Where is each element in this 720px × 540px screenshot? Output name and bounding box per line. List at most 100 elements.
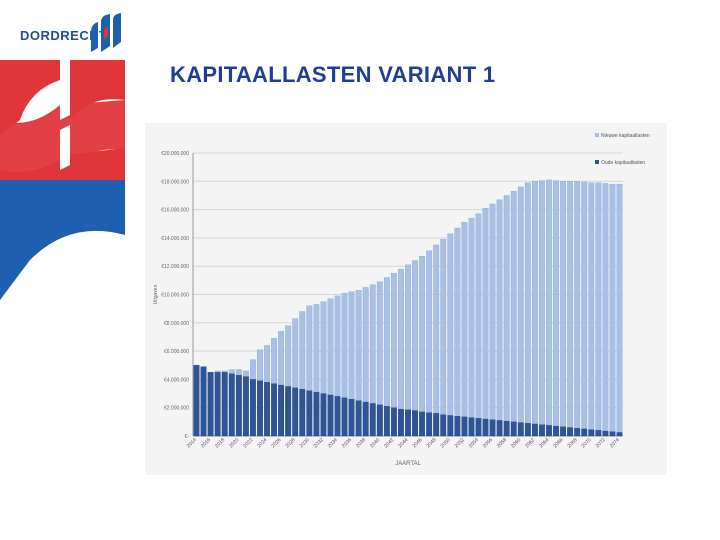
y-tick-label: €10.000.000 bbox=[161, 293, 189, 299]
bar bbox=[461, 222, 468, 437]
bar bbox=[271, 383, 277, 437]
x-tick-label: 2060 bbox=[510, 437, 522, 449]
x-tick-label: 2030 bbox=[299, 437, 311, 449]
bar bbox=[454, 416, 461, 437]
x-tick-label: 2034 bbox=[327, 437, 339, 449]
bar bbox=[214, 372, 221, 437]
bar bbox=[482, 418, 489, 437]
bar bbox=[461, 416, 468, 437]
bar-chart: €- €2.000.000 €4.000.000 €6.000.000 €8.000.0… bbox=[153, 133, 650, 467]
logo-text: DORDRECHT bbox=[20, 28, 108, 43]
legend-entry: Nieuwe kapitaallasten bbox=[601, 133, 650, 139]
bar bbox=[489, 203, 496, 437]
bar bbox=[334, 396, 341, 437]
bar bbox=[503, 195, 510, 437]
x-axis-label: JAARTAL bbox=[395, 461, 421, 467]
x-tick-label: 2042 bbox=[383, 437, 395, 449]
bar bbox=[320, 393, 327, 437]
bar bbox=[524, 423, 531, 437]
bar bbox=[517, 186, 524, 437]
y-tick-label: €20.000.000 bbox=[161, 151, 189, 157]
bar bbox=[440, 414, 447, 437]
page-title: KAPITAALLASTEN VARIANT 1 bbox=[170, 62, 496, 87]
bar bbox=[391, 407, 397, 437]
bar bbox=[588, 182, 595, 437]
x-tick-label: 2036 bbox=[341, 437, 353, 449]
bar bbox=[313, 391, 320, 437]
x-tick-label: 2018 bbox=[214, 437, 226, 449]
x-tick-label: 2016 bbox=[200, 437, 212, 449]
x-tick-label: 2056 bbox=[482, 437, 494, 449]
bar bbox=[567, 427, 574, 437]
bar bbox=[510, 191, 517, 437]
bar bbox=[574, 428, 581, 437]
bar bbox=[412, 260, 418, 437]
bar bbox=[581, 428, 588, 437]
x-tick-label: 2022 bbox=[242, 437, 254, 449]
bar bbox=[299, 389, 306, 437]
bar bbox=[200, 366, 207, 437]
bar bbox=[433, 244, 440, 437]
bar bbox=[475, 418, 482, 437]
bar bbox=[468, 417, 475, 437]
x-tick-label: 2044 bbox=[397, 437, 409, 449]
bar bbox=[412, 410, 418, 437]
bar bbox=[510, 421, 517, 437]
bar bbox=[221, 372, 228, 437]
bar bbox=[193, 365, 200, 437]
bar bbox=[609, 431, 616, 437]
bar bbox=[553, 180, 559, 437]
x-tick-label: 2054 bbox=[468, 437, 480, 449]
bar bbox=[546, 179, 552, 437]
bar bbox=[475, 213, 482, 437]
bar bbox=[496, 420, 503, 437]
bar bbox=[341, 397, 348, 437]
bar bbox=[257, 380, 263, 437]
x-tick-label: 2024 bbox=[256, 437, 268, 449]
x-tick-label: 2070 bbox=[581, 437, 593, 449]
bar bbox=[560, 181, 566, 437]
bar bbox=[235, 375, 242, 437]
bar bbox=[264, 382, 270, 437]
bar bbox=[539, 180, 545, 437]
bar bbox=[588, 429, 595, 437]
bar bbox=[362, 401, 369, 437]
bar bbox=[567, 181, 574, 437]
bar bbox=[616, 432, 623, 437]
bar bbox=[602, 183, 609, 437]
x-tick-label: 2062 bbox=[524, 437, 536, 449]
bar bbox=[602, 430, 609, 437]
bar bbox=[560, 426, 566, 437]
bar bbox=[327, 394, 334, 437]
x-tick-label: 2074 bbox=[609, 437, 621, 449]
bar bbox=[440, 239, 447, 437]
bar bbox=[426, 250, 433, 437]
x-tick-label: 2046 bbox=[411, 437, 423, 449]
bar bbox=[531, 181, 538, 437]
bar bbox=[419, 411, 425, 437]
x-tick-label: 2028 bbox=[285, 437, 297, 449]
bar bbox=[419, 256, 425, 437]
bar bbox=[609, 183, 616, 437]
legend-swatch bbox=[595, 160, 599, 164]
bar bbox=[376, 404, 383, 437]
bar bbox=[285, 386, 292, 437]
bar bbox=[355, 400, 362, 437]
bar bbox=[426, 412, 433, 437]
y-tick-label: €2.000.000 bbox=[164, 406, 189, 412]
y-tick-label: €6.000.000 bbox=[164, 349, 189, 355]
bar bbox=[595, 182, 602, 437]
bar bbox=[616, 183, 623, 437]
x-tick-label: 2068 bbox=[566, 437, 578, 449]
bar bbox=[292, 387, 299, 437]
x-tick-label: 2058 bbox=[496, 437, 508, 449]
legend-swatch bbox=[595, 133, 599, 137]
y-tick-label: €4.000.000 bbox=[164, 377, 189, 383]
x-tick-label: 2020 bbox=[228, 437, 240, 449]
y-tick-label: €8.000.000 bbox=[164, 321, 189, 327]
bar bbox=[383, 406, 390, 437]
bar bbox=[496, 199, 503, 437]
x-tick-label: 2040 bbox=[369, 437, 381, 449]
y-tick-label: €14.000.000 bbox=[161, 236, 189, 242]
side-decoration bbox=[0, 60, 125, 300]
